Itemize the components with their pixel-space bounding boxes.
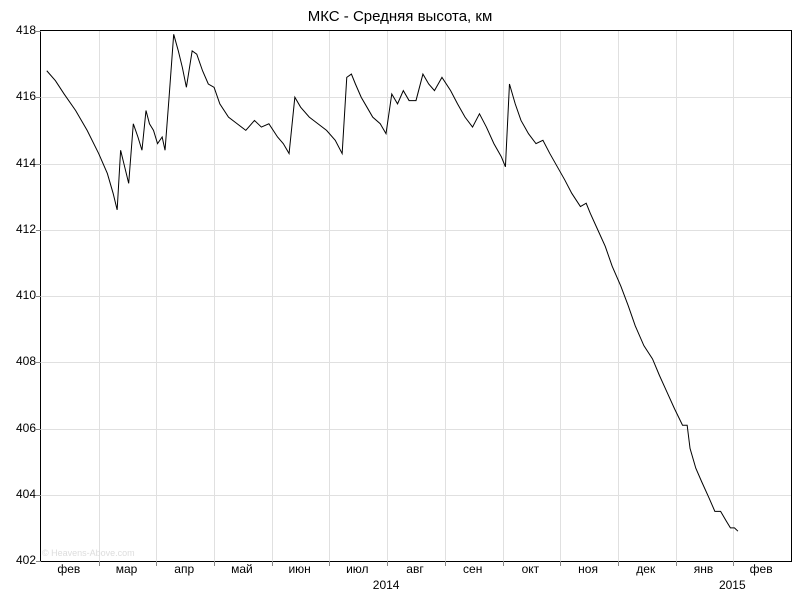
x-tick-label: мар xyxy=(116,562,138,576)
x-tick-label: апр xyxy=(174,562,194,576)
y-tick-label: 416 xyxy=(16,89,36,103)
x-tick-label: окт xyxy=(522,562,540,576)
y-tick-label: 414 xyxy=(16,156,36,170)
watermark: © Heavens-Above.com xyxy=(42,548,135,558)
x-tick-label: ноя xyxy=(578,562,598,576)
year-label: 2014 xyxy=(373,578,400,592)
x-tick-label: июн xyxy=(288,562,310,576)
y-tick-label: 408 xyxy=(16,354,36,368)
y-tick-label: 402 xyxy=(16,553,36,567)
altitude-line xyxy=(41,31,791,561)
y-tick-label: 418 xyxy=(16,23,36,37)
x-tick-label: фев xyxy=(750,562,773,576)
x-tick-label: янв xyxy=(694,562,714,576)
y-tick-label: 406 xyxy=(16,421,36,435)
x-tick-label: дек xyxy=(636,562,655,576)
y-tick-label: 410 xyxy=(16,288,36,302)
y-tick-label: 412 xyxy=(16,222,36,236)
chart-container: МКС - Средняя высота, км © Heavens-Above… xyxy=(0,0,800,600)
year-label: 2015 xyxy=(719,578,746,592)
x-tick-label: фев xyxy=(57,562,80,576)
x-tick-label: май xyxy=(231,562,253,576)
x-tick-label: авг xyxy=(406,562,423,576)
plot-area xyxy=(40,30,792,562)
x-tick-label: июл xyxy=(346,562,368,576)
chart-title: МКС - Средняя высота, км xyxy=(0,8,800,25)
y-tick-label: 404 xyxy=(16,487,36,501)
x-tick-label: сен xyxy=(463,562,482,576)
